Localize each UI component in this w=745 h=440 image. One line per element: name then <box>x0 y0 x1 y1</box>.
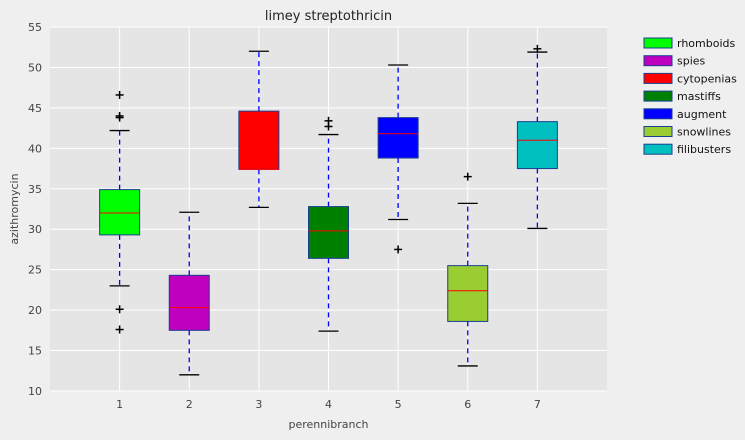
x-tick-label: 4 <box>325 398 332 411</box>
box-mastiffs <box>308 116 349 332</box>
legend-label: cytopenias <box>677 72 737 85</box>
y-tick-label: 25 <box>28 264 42 277</box>
legend-swatch <box>643 37 673 49</box>
legend-swatch <box>643 126 673 137</box>
legend-label: augment <box>677 108 727 121</box>
x-tick-label: 7 <box>534 398 541 411</box>
legend-swatch <box>643 72 673 84</box>
legend-label: spies <box>677 55 706 68</box>
legend-item: rhomboids <box>643 37 735 50</box>
y-tick-label: 35 <box>28 183 42 196</box>
box-iqr <box>516 121 558 170</box>
legend-label: snowlines <box>677 126 731 139</box>
box-iqr <box>238 110 280 170</box>
x-tick-label: 2 <box>186 398 193 411</box>
chart-title: limey streptothricin <box>265 9 392 24</box>
y-tick-label: 10 <box>28 385 42 398</box>
flier-point <box>115 113 124 122</box>
flier-point <box>115 90 124 99</box>
y-axis-label: azithromycin <box>8 173 21 244</box>
box-iqr <box>308 206 349 259</box>
y-tick-label: 20 <box>28 304 42 317</box>
x-tick-label: 6 <box>464 398 471 411</box>
legend-item: snowlines <box>643 126 731 139</box>
x-tick-label: 3 <box>255 398 262 411</box>
legend-item: augment <box>643 108 727 121</box>
legend-item: mastiffs <box>643 90 721 103</box>
box-snowlines <box>447 172 489 367</box>
flier-point <box>115 325 124 334</box>
legend-swatch <box>643 90 673 102</box>
x-axis-label: perennibranch <box>288 418 368 431</box>
legend-swatch <box>643 108 673 120</box>
x-tick-label: 1 <box>116 398 123 411</box>
legend-swatch <box>643 55 673 67</box>
box-cytopenias <box>238 50 280 209</box>
legend-item: filibusters <box>643 143 731 156</box>
legend-label: filibusters <box>677 143 731 156</box>
box-iqr <box>168 274 210 331</box>
flier-point <box>463 172 472 181</box>
box-series <box>99 44 558 376</box>
box-iqr <box>377 117 419 159</box>
flier-point <box>533 44 542 53</box>
flier-point <box>324 122 333 131</box>
box-augment <box>377 64 419 254</box>
y-tick-label: 55 <box>28 21 42 34</box>
flier-point <box>115 305 124 314</box>
y-tick-label: 50 <box>28 61 42 74</box>
box-filibusters <box>516 44 558 230</box>
legend-label: rhomboids <box>677 37 735 50</box>
box-spies <box>168 211 210 376</box>
y-tick-label: 30 <box>28 223 42 236</box>
y-tick-label: 45 <box>28 102 42 115</box>
box-iqr <box>447 265 489 322</box>
box-iqr <box>99 189 141 236</box>
legend-label: mastiffs <box>677 90 721 103</box>
y-tick-label: 40 <box>28 142 42 155</box>
y-tick-label: 15 <box>28 345 42 358</box>
flier-point <box>394 245 403 254</box>
x-tick-label: 5 <box>395 398 402 411</box>
box-rhomboids <box>99 90 141 334</box>
legend-item: cytopenias <box>643 72 737 85</box>
legend: rhomboids spies cytopenias mastiffs augment s… <box>634 32 740 162</box>
legend-item: spies <box>643 55 706 68</box>
legend-swatch <box>643 143 673 155</box>
